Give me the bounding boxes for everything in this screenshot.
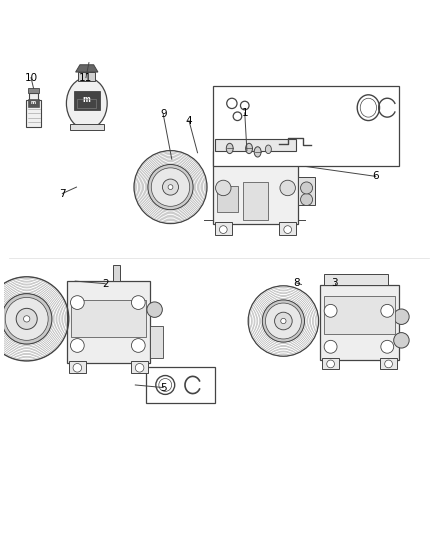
Circle shape bbox=[327, 360, 335, 368]
Circle shape bbox=[300, 182, 313, 194]
Bar bbox=[212, 151, 298, 224]
Circle shape bbox=[300, 193, 313, 206]
Bar bbox=[131, 361, 148, 374]
Circle shape bbox=[265, 303, 301, 339]
Bar bbox=[320, 285, 399, 360]
Text: 1: 1 bbox=[241, 108, 248, 118]
Circle shape bbox=[281, 318, 286, 324]
Text: 4: 4 bbox=[186, 116, 192, 126]
Text: 5: 5 bbox=[160, 383, 166, 392]
Circle shape bbox=[168, 184, 173, 190]
Bar bbox=[217, 186, 238, 212]
Text: 8: 8 bbox=[293, 278, 300, 288]
Circle shape bbox=[147, 302, 162, 317]
Bar bbox=[28, 88, 39, 93]
Circle shape bbox=[131, 296, 145, 310]
Circle shape bbox=[162, 179, 179, 195]
Text: 6: 6 bbox=[372, 172, 379, 181]
Bar bbox=[298, 177, 315, 205]
Circle shape bbox=[262, 300, 304, 342]
Polygon shape bbox=[26, 93, 41, 127]
Bar bbox=[71, 300, 146, 337]
Bar bbox=[70, 124, 104, 131]
Circle shape bbox=[16, 309, 37, 329]
Bar bbox=[113, 265, 120, 281]
Circle shape bbox=[71, 338, 84, 352]
Bar bbox=[322, 358, 339, 369]
Bar bbox=[279, 222, 296, 235]
Polygon shape bbox=[76, 64, 98, 72]
Text: 11: 11 bbox=[79, 72, 92, 83]
Bar bbox=[243, 182, 268, 220]
Circle shape bbox=[73, 364, 81, 372]
Text: m: m bbox=[31, 100, 36, 105]
Text: m: m bbox=[83, 95, 91, 104]
Circle shape bbox=[151, 168, 190, 206]
Text: 9: 9 bbox=[160, 109, 166, 119]
Bar bbox=[74, 91, 100, 110]
Ellipse shape bbox=[265, 145, 272, 154]
Bar bbox=[78, 72, 95, 80]
Circle shape bbox=[394, 309, 409, 325]
Text: 7: 7 bbox=[59, 189, 66, 198]
Ellipse shape bbox=[254, 147, 261, 157]
Bar bbox=[324, 296, 395, 334]
Bar bbox=[215, 140, 296, 151]
Circle shape bbox=[135, 364, 144, 372]
Circle shape bbox=[131, 338, 145, 352]
Circle shape bbox=[71, 296, 84, 310]
Bar bbox=[69, 361, 86, 374]
Text: 10: 10 bbox=[25, 72, 38, 83]
Circle shape bbox=[381, 304, 394, 317]
Bar bbox=[380, 358, 397, 369]
Circle shape bbox=[324, 304, 337, 317]
Text: 3: 3 bbox=[332, 278, 338, 288]
Circle shape bbox=[394, 333, 409, 348]
Bar bbox=[150, 326, 163, 358]
Bar bbox=[78, 99, 96, 108]
Circle shape bbox=[324, 341, 337, 353]
Circle shape bbox=[5, 297, 48, 341]
Circle shape bbox=[24, 316, 30, 322]
Ellipse shape bbox=[246, 143, 252, 154]
Bar bbox=[212, 86, 399, 166]
Ellipse shape bbox=[226, 143, 233, 154]
Circle shape bbox=[215, 180, 231, 196]
Circle shape bbox=[1, 294, 52, 344]
Bar bbox=[324, 274, 388, 285]
Ellipse shape bbox=[67, 78, 107, 129]
Circle shape bbox=[381, 341, 394, 353]
Bar bbox=[215, 222, 232, 235]
Circle shape bbox=[148, 165, 193, 209]
Bar bbox=[28, 99, 39, 107]
Bar bbox=[67, 281, 150, 362]
Circle shape bbox=[284, 225, 292, 233]
Text: 2: 2 bbox=[102, 279, 109, 289]
Circle shape bbox=[385, 360, 392, 368]
Circle shape bbox=[219, 225, 227, 233]
Circle shape bbox=[280, 180, 295, 196]
Circle shape bbox=[275, 312, 292, 330]
Bar bbox=[146, 367, 215, 402]
